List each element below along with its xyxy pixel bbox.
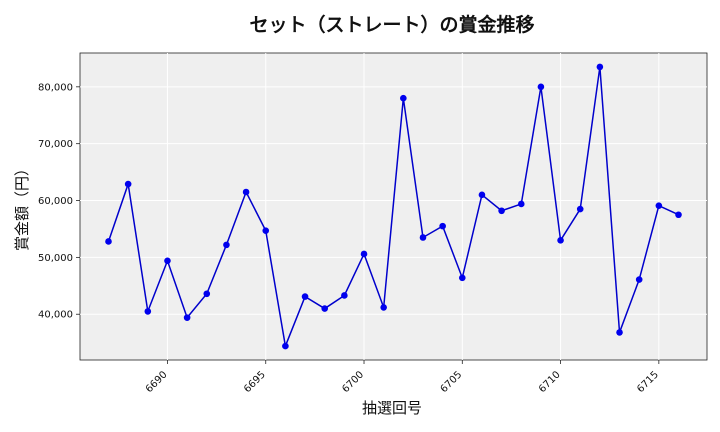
data-point [517, 200, 525, 208]
data-point [537, 83, 545, 91]
series-line [107, 66, 679, 349]
data-point [282, 342, 289, 350]
x-tick-label: 6690 [144, 369, 170, 395]
x-axis-label: 抽選回号 [362, 399, 422, 417]
x-tick-label: 6715 [635, 369, 661, 395]
data-point [124, 180, 132, 188]
x-axis: 6690 6695 6700 6705 6710 6715 [144, 360, 661, 395]
x-tick-label: 6695 [242, 369, 268, 395]
data-point [419, 234, 427, 241]
y-tick-label: 60,000 [38, 196, 73, 207]
y-tick-label: 50,000 [38, 253, 73, 264]
data-point [341, 292, 348, 299]
data-point [223, 241, 230, 249]
data-point [262, 227, 270, 234]
x-tick-label: 6705 [439, 369, 465, 395]
data-point [478, 191, 486, 199]
x-tick-label: 6700 [340, 369, 366, 395]
y-tick-label: 70,000 [38, 139, 73, 150]
data-point [576, 205, 584, 213]
x-tick-label: 6710 [537, 369, 563, 395]
chart-title: セット（ストレート）の賞金推移 [249, 13, 534, 36]
data-point [380, 304, 387, 311]
data-point [400, 94, 407, 102]
y-axis-label: 賞金額（円） [13, 161, 31, 251]
data-point [635, 276, 643, 283]
data-point [164, 257, 171, 265]
data-point [203, 290, 211, 298]
data-point [458, 274, 466, 282]
data-point [183, 314, 191, 321]
data-point [144, 308, 152, 315]
data-point [557, 237, 564, 244]
y-tick-label: 80,000 [38, 82, 73, 93]
data-point [321, 305, 329, 312]
data-point [596, 63, 604, 71]
data-point [242, 188, 250, 196]
data-point [439, 222, 446, 230]
data-point [675, 211, 682, 219]
grid [80, 53, 707, 360]
y-axis: 40,000 50,000 60,000 70,000 80,000 [38, 82, 80, 321]
data-point [498, 207, 505, 215]
data-point [301, 293, 309, 300]
series-points [105, 63, 682, 350]
data-point [616, 329, 623, 336]
data-point [655, 202, 663, 209]
y-tick-label: 40,000 [38, 310, 73, 321]
data-point [360, 250, 368, 258]
data-point [105, 238, 112, 245]
